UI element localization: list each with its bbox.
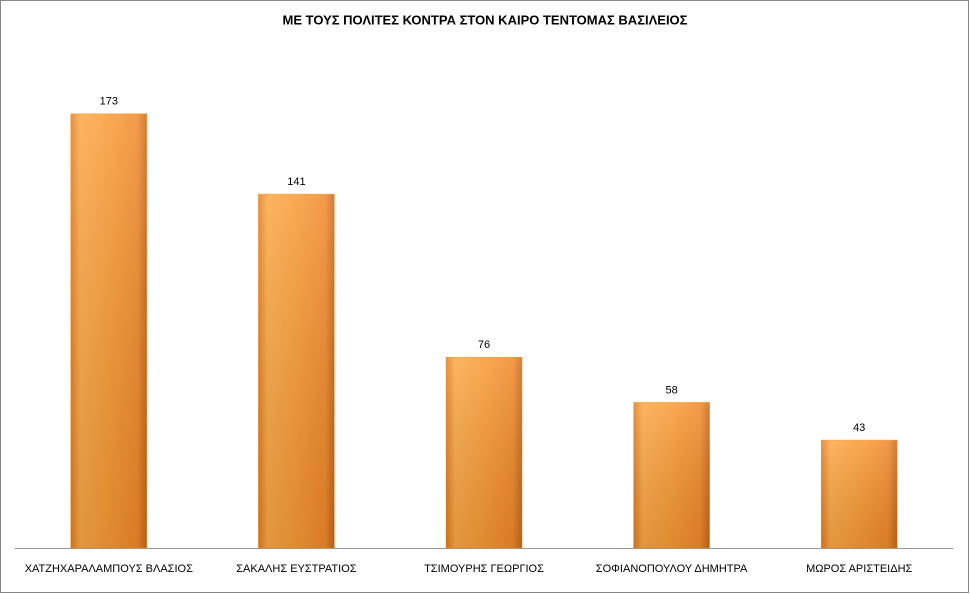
x-tick-label: ΜΩΡΟΣ ΑΡΙΣΤΕΙΔΗΣ xyxy=(806,563,912,575)
x-tick-label: ΣΑΚΑΛΗΣ ΕΥΣΤΡΑΤΙΟΣ xyxy=(236,563,357,575)
bar xyxy=(445,356,523,549)
value-label: 76 xyxy=(478,339,490,351)
x-tick-label: ΧΑΤΖΗΧΑΡΑΛΑΜΠΟΥΣ ΒΛΑΣΙΟΣ xyxy=(25,563,193,575)
x-tick-label: ΣΟΦΙΑΝΟΠΟΥΛΟΥ ΔΗΜΗΤΡΑ xyxy=(596,563,748,575)
value-label: 58 xyxy=(665,384,677,396)
bar xyxy=(70,113,148,549)
chart-title: ΜΕ ΤΟΥΣ ΠΟΛΙΤΕΣ ΚΟΝΤΡΑ ΣΤΟΝ ΚΑΙΡΟ ΤΕΝΤΟΜ… xyxy=(283,12,688,27)
bar xyxy=(820,439,898,549)
bar xyxy=(258,193,335,549)
value-label: 141 xyxy=(287,176,305,188)
x-tick-label: ΤΣΙΜΟΥΡΗΣ ΓΕΩΡΓΙΟΣ xyxy=(424,563,544,575)
bar xyxy=(633,402,710,549)
value-label: 43 xyxy=(853,422,865,434)
value-label: 173 xyxy=(100,96,118,108)
